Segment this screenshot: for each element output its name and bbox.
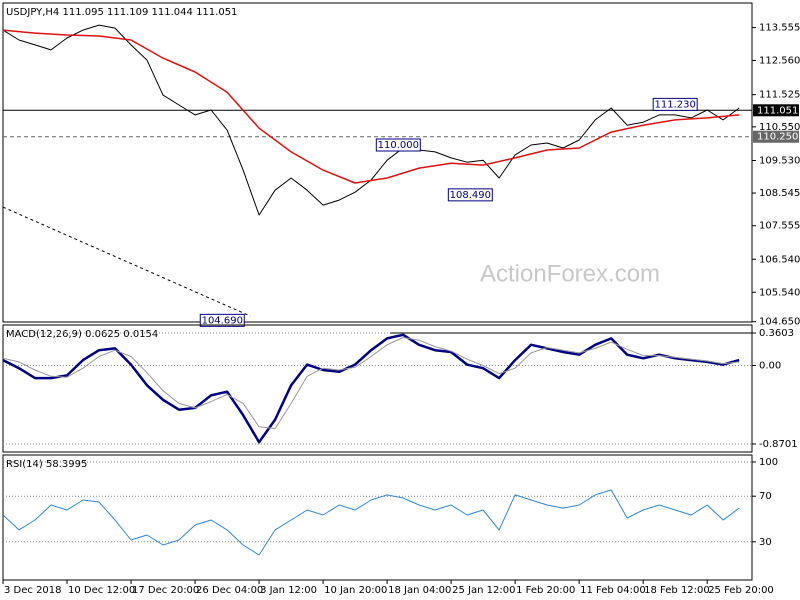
panel-title: RSI(14) 58.3995 — [6, 459, 87, 470]
panel-title: USDJPY,H4 111.095 111.109 111.044 111.05… — [6, 7, 237, 18]
annotation-label: 110.000 — [378, 140, 419, 151]
x-tick-label: 25 Jan 12:00 — [452, 585, 515, 596]
y-tick-label: 111.525 — [759, 90, 800, 101]
x-tick-label: 18 Feb 12:00 — [644, 585, 710, 596]
y-tick-label: 107.555 — [759, 221, 800, 232]
level-label: 111.051 — [757, 105, 798, 116]
y-tick-label: 108.545 — [759, 188, 800, 199]
series-line — [2, 29, 740, 184]
annotation-box — [375, 138, 421, 152]
x-tick-label: 1 Feb 20:00 — [516, 585, 575, 596]
watermark: ActionForex.com — [480, 260, 660, 287]
y-tick-label: 100 — [759, 457, 778, 468]
level-box — [753, 104, 799, 117]
y-tick-label: 30 — [759, 537, 772, 548]
y-tick-label: -0.8701 — [759, 439, 798, 450]
y-tick-label: 105.540 — [759, 287, 800, 298]
annotation-box — [652, 97, 698, 111]
annotation-box — [199, 313, 245, 327]
y-tick-label: 0.00 — [759, 360, 781, 371]
x-tick-label: 11 Feb 04:00 — [580, 585, 646, 596]
y-tick-label: 110.550 — [759, 122, 800, 133]
y-tick-label: 104.650 — [759, 317, 800, 328]
x-tick-label: 18 Jan 04:00 — [388, 585, 451, 596]
panel-border — [2, 2, 753, 323]
x-tick-label: 26 Dec 04:00 — [196, 585, 263, 596]
series-line — [2, 489, 740, 556]
x-tick-label: 3 Jan 12:00 — [260, 585, 317, 596]
series-line — [2, 337, 740, 430]
y-tick-label: 109.530 — [759, 156, 800, 167]
panel-title: MACD(12,26,9) 0.0625 0.0154 — [6, 329, 158, 340]
annotation-label: 111.230 — [654, 99, 695, 110]
panel-border — [2, 454, 753, 581]
series-line — [2, 333, 740, 444]
x-tick-label: 17 Dec 20:00 — [132, 585, 199, 596]
level-box — [753, 130, 799, 143]
x-tick-label: 25 Feb 20:00 — [708, 585, 774, 596]
annotation-label: 104.690 — [202, 315, 243, 326]
x-tick-label: 10 Dec 12:00 — [68, 585, 135, 596]
level-label: 110.250 — [757, 132, 798, 143]
x-tick-label: 3 Dec 2018 — [4, 585, 62, 596]
x-tick-label: 10 Jan 20:00 — [324, 585, 387, 596]
y-tick-label: 106.540 — [759, 254, 800, 265]
y-tick-label: 113.555 — [759, 23, 800, 34]
annotation-label: 108.490 — [450, 190, 491, 201]
y-tick-label: 70 — [759, 491, 772, 502]
panel-border — [2, 324, 753, 453]
y-tick-label: 112.560 — [759, 55, 800, 66]
annotation-box — [447, 188, 493, 202]
y-tick-label: 0.3603 — [759, 328, 794, 339]
